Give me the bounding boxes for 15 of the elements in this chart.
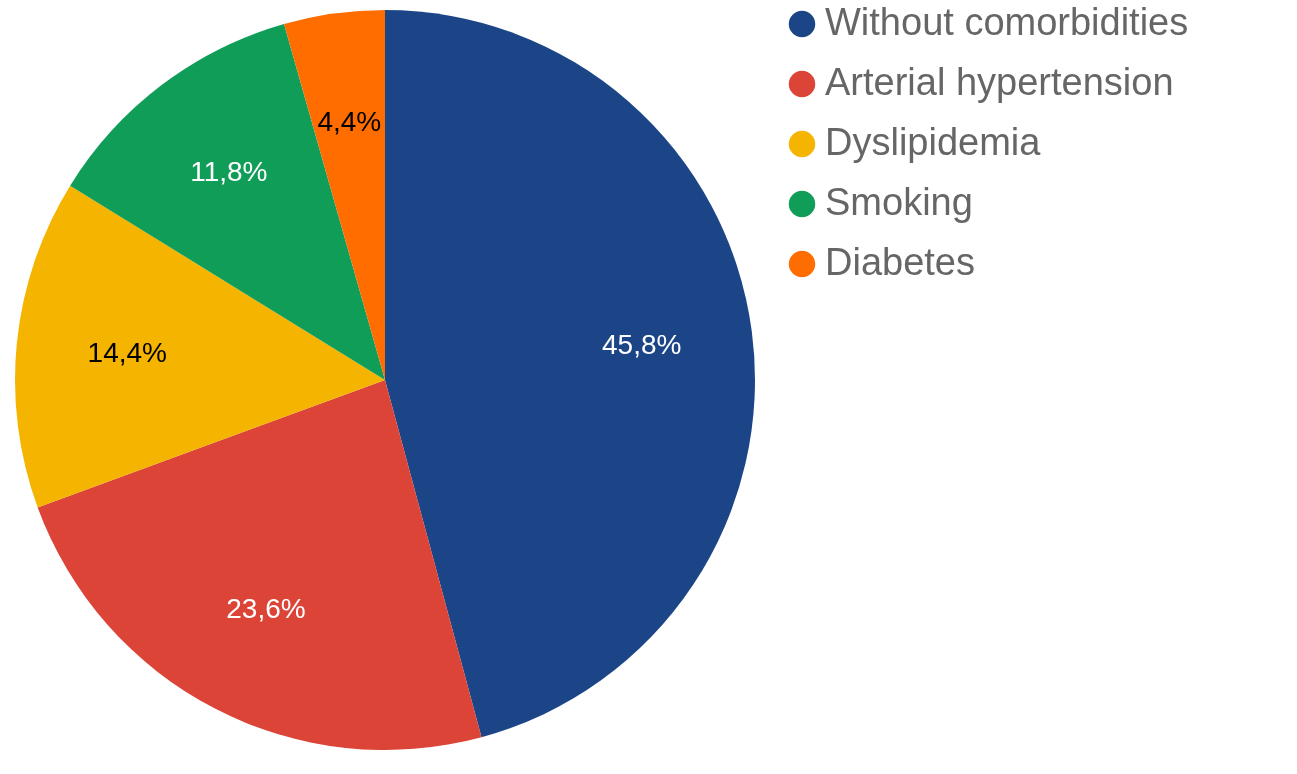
data-label: 45,8% — [602, 328, 682, 360]
pie-slice — [385, 10, 755, 738]
data-label: 4,4% — [317, 106, 382, 138]
data-label: 11,8% — [190, 156, 268, 188]
pie-slice — [15, 185, 385, 508]
legend-label: Dyslipidemia — [825, 121, 1042, 163]
data-label: 23,6% — [226, 593, 306, 625]
pie-slice — [37, 380, 482, 750]
legend-label: Arterial hypertension — [825, 61, 1174, 103]
pie-slice — [284, 10, 385, 380]
data-label: 14,4% — [87, 337, 168, 369]
pie-slice — [70, 24, 385, 380]
legend-label: Without comorbidities — [825, 1, 1189, 43]
legend-label: Diabetes — [825, 241, 975, 283]
legend-label: Smoking — [825, 181, 973, 223]
